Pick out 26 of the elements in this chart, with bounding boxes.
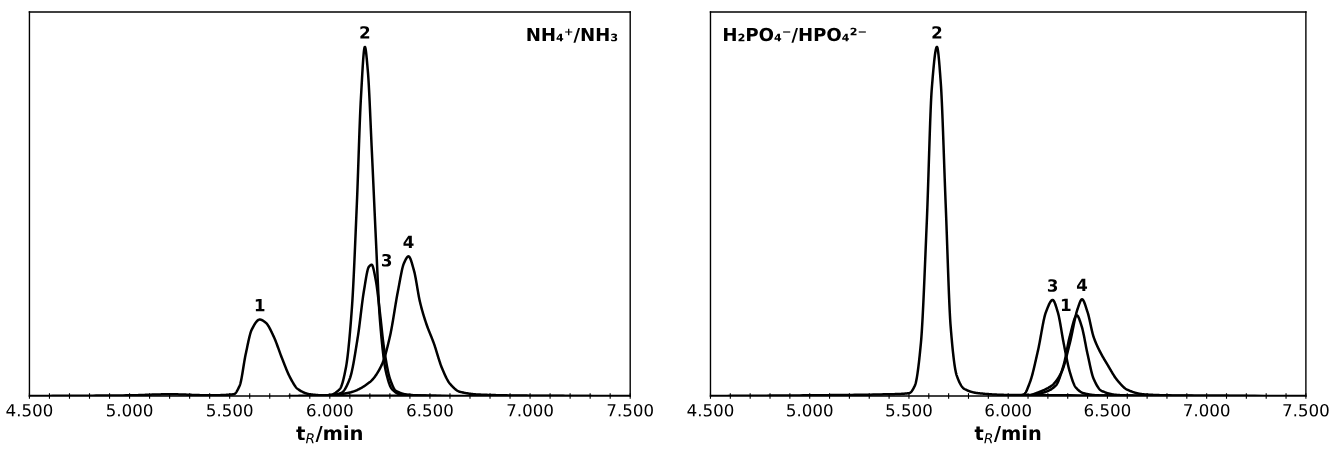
x-tick-label: 7.000 [507,403,553,417]
x-tick-label: 5.500 [886,403,932,417]
x-tick-label: 7.000 [1184,403,1230,417]
x-tick-label: 6.000 [985,403,1031,417]
series-label: 2 [932,26,942,39]
series-label: 2 [360,26,370,39]
x-tick-label: 5.000 [787,403,833,417]
x-tick-label: 7.500 [1283,403,1329,417]
x-tick-label: 6.000 [307,403,353,417]
series-label: 3 [1047,279,1058,292]
x-tick-label: 4.500 [6,403,53,417]
series-label: 1 [1061,298,1071,311]
x-axis-title: t$_{R}$/min [296,425,362,444]
x-tick-label: 5.500 [207,403,253,417]
x-tick-label: 6.500 [407,403,453,417]
series-label: 1 [255,298,265,312]
chart-title: H₂PO₄⁻/HPO₄²⁻ [724,27,866,43]
series-label: 4 [1076,278,1088,291]
chart-title: NH₄⁺/NH₃ [527,27,618,43]
x-tick-label: 6.500 [1084,403,1131,417]
x-tick-label: 5.000 [106,403,153,417]
x-tick-label: 7.500 [607,403,653,417]
x-axis-title: t$_{R}$/min [974,425,1041,444]
x-tick-label: 4.500 [687,403,734,417]
series-label: 3 [381,253,392,267]
series-label: 4 [403,235,414,248]
